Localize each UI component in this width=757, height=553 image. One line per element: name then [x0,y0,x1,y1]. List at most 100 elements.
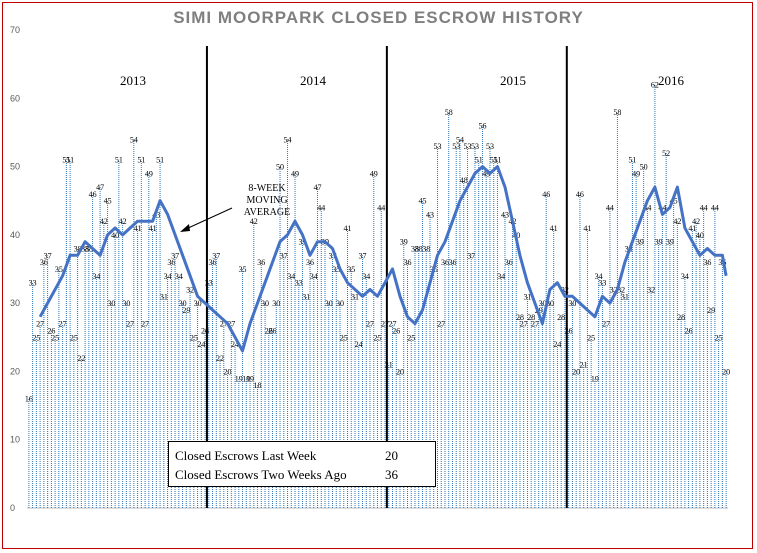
y-tick-label: 10 [10,435,20,445]
data-label: 44 [658,204,666,213]
data-label: 43 [501,210,509,219]
data-label: 38 [415,245,423,254]
data-label: 49 [632,169,640,178]
data-label: 47 [314,183,322,192]
data-label: 25 [51,333,59,342]
data-label: 54 [130,135,138,144]
data-label: 27 [36,320,44,329]
data-label: 25 [190,333,198,342]
data-label: 34 [497,272,505,281]
data-label: 27 [227,320,235,329]
data-label: 32 [610,285,618,294]
data-label: 27 [126,320,134,329]
annotation-arrow-shaft [185,207,233,230]
data-label: 30 [325,299,333,308]
data-label: 39 [666,238,674,247]
moving-average-line [38,165,728,353]
data-label: 26 [565,326,573,335]
data-label: 39 [299,238,307,247]
data-label: 44 [377,204,385,213]
data-label: 34 [175,272,183,281]
data-label: 49 [482,169,490,178]
data-label: 42 [692,217,700,226]
data-label: 30 [122,299,130,308]
data-label: 53 [486,142,494,151]
data-label: 51 [628,156,636,165]
data-label: 36 [40,258,48,267]
data-label: 21 [580,361,588,370]
data-label: 26 [47,326,55,335]
annotation-line-1: 8-WEEK [248,183,286,194]
summary-value: 20 [385,447,398,463]
data-label: 34 [362,272,370,281]
data-label: 30 [272,299,280,308]
data-label: 25 [407,333,415,342]
data-label: 46 [89,190,97,199]
data-label: 30 [179,299,187,308]
data-label: 49 [145,169,153,178]
data-label: 41 [583,224,591,233]
data-label: 27 [220,320,228,329]
data-label: 40 [111,231,119,240]
data-label: 27 [381,320,389,329]
data-label: 41 [149,224,157,233]
data-label: 36 [257,258,265,267]
data-label: 19 [242,374,250,383]
data-label: 53 [463,142,471,151]
data-label: 52 [662,149,670,158]
data-label: 26 [685,326,693,335]
summary-box: Closed Escrows Last Week 20 Closed Escro… [168,441,436,487]
data-label: 51 [137,156,145,165]
data-label: 26 [269,326,277,335]
data-label: 31 [621,292,629,301]
chart-title: SIMI MOORPARK CLOSED ESCROW HISTORY [173,8,584,27]
y-tick-label: 40 [10,230,20,240]
data-label: 36 [403,258,411,267]
data-label: 20 [572,367,580,376]
year-label-2014: 2014 [300,73,326,88]
data-label: 39 [655,238,663,247]
data-label: 25 [340,333,348,342]
data-label: 35 [347,265,355,274]
data-label: 25 [715,333,723,342]
data-label: 34 [310,272,318,281]
data-label: 42 [119,217,127,226]
data-label: 53 [433,142,441,151]
annotation-arrowhead [180,224,190,232]
data-label: 31 [160,292,168,301]
data-label: 34 [681,272,689,281]
data-label: 20 [224,367,232,376]
data-label: 36 [448,258,456,267]
data-label: 29 [182,306,190,315]
data-label: 45 [418,197,426,206]
data-label: 36 [209,258,217,267]
data-label: 36 [703,258,711,267]
data-label: 41 [550,224,558,233]
data-label: 33 [29,279,37,288]
data-label: 30 [261,299,269,308]
data-label: 56 [478,122,486,131]
data-label: 50 [640,163,648,172]
data-label: 54 [456,135,464,144]
data-label: 31 [302,292,310,301]
data-label: 24 [553,340,561,349]
data-label: 32 [617,285,625,294]
y-tick-label: 20 [10,366,20,376]
summary-label: Closed Escrows Two Weeks Ago [175,466,347,482]
data-label: 27 [141,320,149,329]
data-label: 27 [366,320,374,329]
data-label: 42 [250,217,258,226]
data-label: 47 [96,183,104,192]
summary-value: 36 [385,466,398,482]
data-label: 36 [167,258,175,267]
summary-row-last-week: Closed Escrows Last Week 20 [175,446,429,465]
data-label: 30 [336,299,344,308]
annotation-line-2: MOVING [246,195,288,206]
data-label: 35 [239,265,247,274]
y-tick-label: 0 [10,503,15,513]
data-label: 34 [164,272,172,281]
data-label: 41 [688,224,696,233]
data-label: 26 [392,326,400,335]
data-label: 34 [595,272,603,281]
